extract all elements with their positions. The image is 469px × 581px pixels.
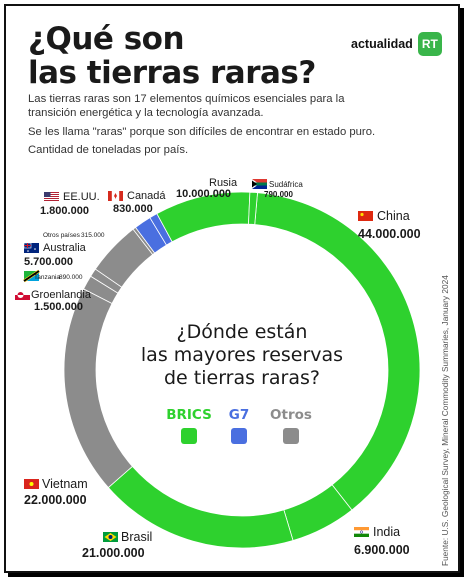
legend: BRICS G7 Otros [166, 407, 312, 444]
legend-label-brics: BRICS [166, 407, 212, 423]
flag-brazil-icon [103, 532, 118, 542]
legend-swatch-brics [181, 428, 197, 444]
flag-australia-icon [23, 242, 39, 253]
label-value-vietnam: 22.000.000 [24, 493, 87, 507]
flag-india-icon [354, 527, 369, 537]
brand[interactable]: actualidad RT [351, 32, 442, 56]
label-country-tanzania: Tanzania [34, 274, 60, 281]
legend-swatch-otros [283, 428, 299, 444]
flag-usa-icon [44, 192, 59, 202]
center-question-line-1: ¿Dónde están [177, 321, 308, 343]
legend-label-g7: G7 [229, 407, 249, 423]
label-country-india: India [373, 525, 400, 539]
label-country-otros-paises: Otros países [43, 232, 81, 239]
slice-sudafrica [248, 191, 258, 225]
label-country-china: China [377, 209, 410, 223]
label-value-india: 6.900.000 [354, 543, 410, 557]
label-value-sudafrica: 790.000 [264, 190, 293, 199]
source-note: Fuente: U.S. Geological Survey, Mineral … [440, 275, 450, 566]
flag-canada-icon [108, 191, 123, 201]
intro-rare-explanation: Se les llama "raras" porque son difícile… [28, 126, 376, 138]
brand-name: actualidad [351, 37, 413, 51]
intro-units-note: Cantidad de toneladas por país. [28, 144, 189, 156]
label-country-sudafrica: Sudáfrica [269, 180, 303, 189]
intro-definition: Las tierras raras son 17 elementos quími… [28, 93, 345, 119]
label-value-tanzania: 890.000 [59, 274, 83, 281]
label-country-canada: Canadá [127, 190, 166, 202]
slice-vietnam [63, 288, 133, 489]
label-country-australia: Australia [43, 242, 87, 254]
infographic-frame: ¿Qué son las tierras raras? actualidad R… [4, 4, 460, 573]
flag-china-icon [358, 211, 373, 221]
label-value-australia: 5.700.000 [24, 256, 73, 268]
label-country-groenlandia: Groenlandia [31, 289, 92, 301]
legend-label-otros: Otros [270, 407, 312, 423]
slice-china [254, 192, 421, 511]
label-country-brasil: Brasil [121, 530, 152, 544]
legend-swatch-g7 [231, 428, 247, 444]
label-country-vietnam: Vietnam [42, 477, 88, 491]
flag-tanzania-icon [23, 269, 40, 283]
center-question: ¿Dónde están las mayores reservas de tie… [141, 321, 343, 389]
flag-vietnam-icon [24, 479, 39, 489]
label-value-china: 44.000.000 [358, 227, 421, 241]
label-country-rusia: Rusia [209, 177, 238, 189]
rt-logo-icon: RT [417, 32, 442, 56]
flag-south-africa-icon [252, 179, 267, 189]
reserves-donut-chart: China 44.000.000 India 6.900.000 Brasil 21.00… [15, 177, 421, 560]
label-value-groenlandia: 1.500.000 [34, 301, 83, 313]
donut-ring [63, 191, 421, 549]
label-value-canada: 830.000 [113, 203, 153, 215]
label-value-ee-uu: 1.800.000 [40, 205, 89, 217]
flag-greenland-icon [15, 290, 30, 300]
slice-labels: China 44.000.000 India 6.900.000 Brasil 21.00… [15, 177, 421, 560]
label-country-ee-uu: EE.UU. [63, 191, 100, 203]
center-question-line-3: de tierras raras? [164, 367, 320, 389]
label-value-otros-paises: 315.000 [81, 232, 105, 239]
center-question-line-2: las mayores reservas [141, 344, 343, 366]
label-value-rusia: 10.000.000 [176, 188, 231, 200]
label-value-brasil: 21.000.000 [82, 546, 145, 560]
page-title: ¿Qué son las tierras raras? [28, 21, 316, 91]
